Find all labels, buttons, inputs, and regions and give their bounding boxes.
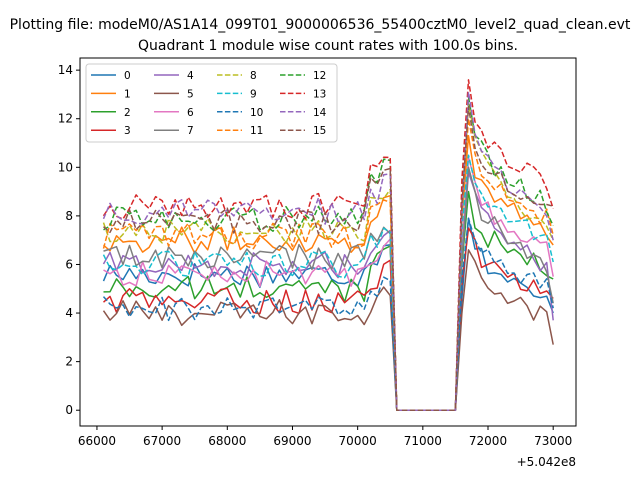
series-line-0 — [102, 217, 554, 411]
x-tick-label: 67000 — [143, 434, 181, 448]
series-line-9 — [102, 154, 554, 411]
y-tick-label: 10 — [58, 160, 73, 174]
legend-frame — [85, 63, 338, 143]
x-tick-label: 69000 — [273, 434, 311, 448]
x-tick-label: 72000 — [469, 434, 507, 448]
figure-suptitle: Plotting file: modeM0/AS1A14_099T01_9000… — [10, 17, 631, 33]
legend-label-6: 6 — [187, 107, 194, 119]
legend-label-10: 10 — [250, 107, 263, 119]
series-line-2 — [103, 190, 554, 411]
legend-label-13: 13 — [313, 88, 326, 100]
legend-label-14: 14 — [313, 107, 327, 119]
legend-label-1: 1 — [124, 88, 131, 100]
y-tick-label: 4 — [65, 306, 73, 320]
series-line-15 — [103, 105, 554, 411]
y-tick-label: 6 — [65, 257, 73, 271]
x-tick-label: 68000 — [208, 434, 246, 448]
series-line-13 — [102, 79, 554, 411]
y-tick-label: 0 — [65, 403, 73, 417]
series-line-4 — [102, 171, 554, 411]
legend-label-11: 11 — [250, 125, 263, 137]
legend-label-8: 8 — [250, 70, 257, 82]
x-tick-label: 66000 — [78, 434, 116, 448]
x-tick-label: 73000 — [534, 434, 572, 448]
legend-label-7: 7 — [187, 125, 194, 137]
y-axis: 0 2 4 6 8 10 12 14 — [58, 63, 80, 417]
series-line-7 — [103, 166, 554, 411]
legend-label-15: 15 — [313, 125, 326, 137]
plot-frame — [79, 57, 577, 427]
series-line-3 — [103, 227, 554, 411]
y-tick-label: 8 — [65, 209, 73, 223]
y-tick-label: 14 — [58, 63, 73, 77]
legend-label-9: 9 — [250, 88, 257, 100]
legend-label-4: 4 — [187, 70, 194, 82]
x-axis: 66000 67000 68000 69000 70000 71000 72000 73000 — [78, 426, 572, 448]
series-line-14 — [102, 91, 554, 411]
axes-title: Quadrant 1 module wise count rates with … — [138, 38, 518, 54]
legend-label-3: 3 — [124, 125, 131, 137]
legend-label-0: 0 — [124, 70, 131, 82]
y-tick-label: 2 — [65, 355, 73, 369]
series-line-11 — [102, 117, 554, 411]
x-offset-label: +5.042e8 — [517, 455, 576, 469]
series-lines — [102, 79, 554, 411]
legend-label-5: 5 — [187, 88, 194, 100]
legend-label-12: 12 — [313, 70, 326, 82]
series-line-10 — [102, 217, 554, 411]
x-tick-label: 70000 — [339, 434, 377, 448]
legend-label-2: 2 — [124, 107, 131, 119]
series-line-5 — [102, 249, 554, 411]
y-tick-label: 12 — [58, 112, 73, 126]
x-tick-label: 71000 — [404, 434, 442, 448]
